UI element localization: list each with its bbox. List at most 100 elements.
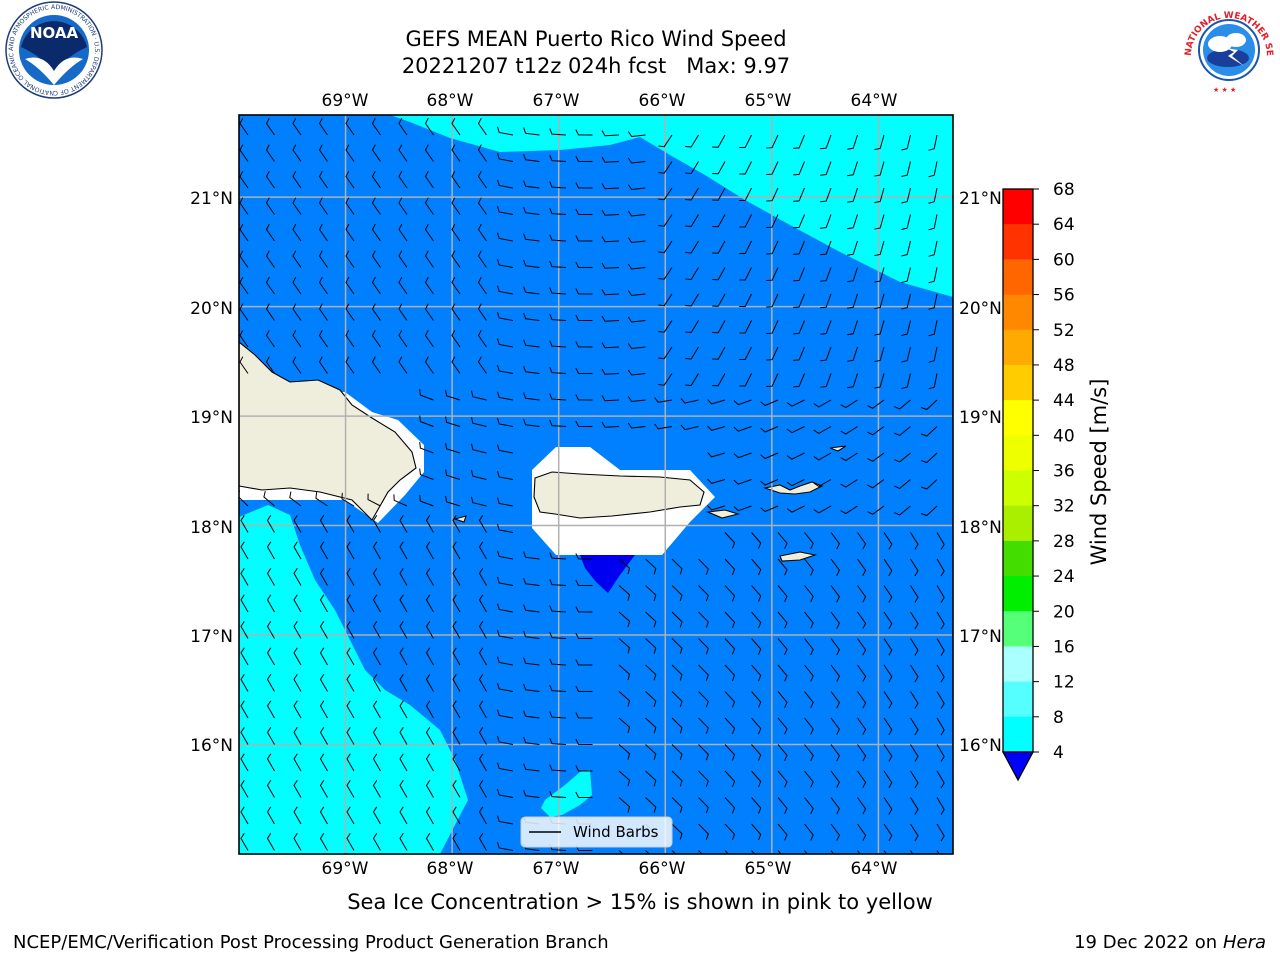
wind-barb — [820, 320, 832, 335]
wind-barb — [645, 638, 657, 654]
wind-barb — [549, 393, 567, 401]
wind-barb — [813, 452, 832, 461]
wind-barb — [712, 134, 726, 148]
wind-barb — [478, 727, 487, 745]
wind-barb — [497, 603, 514, 613]
wind-barb — [452, 568, 461, 586]
wind-barb — [345, 276, 355, 295]
wind-barb — [292, 250, 302, 268]
wind-barb — [346, 753, 355, 772]
wind-barb — [751, 664, 762, 682]
colorbar-cell — [1003, 294, 1033, 331]
colorbar-cell — [1003, 681, 1033, 718]
wind-barb — [266, 541, 275, 560]
wind-barb — [318, 276, 328, 295]
wind-barb — [452, 833, 461, 851]
wind-barb — [292, 303, 302, 321]
wind-barb — [751, 585, 762, 602]
wind-barb — [399, 753, 408, 772]
wind-barb — [425, 833, 434, 851]
wind-barb — [319, 833, 328, 851]
wind-barb — [265, 223, 275, 242]
wind-barb — [830, 638, 840, 656]
speed-field-8-12-northeast — [390, 115, 953, 297]
wind-barb — [751, 532, 762, 549]
wind-barb — [265, 197, 275, 215]
wind-barb — [724, 717, 736, 735]
wind-barb — [894, 505, 911, 516]
wind-barb — [733, 426, 752, 432]
wind-barb — [292, 276, 302, 295]
wind-barb — [399, 568, 408, 586]
wind-barb — [724, 611, 736, 629]
wind-barb — [265, 276, 275, 295]
wind-barb — [685, 346, 699, 360]
wind-barb — [497, 153, 514, 162]
wind-barb — [658, 187, 673, 201]
wind-barb — [867, 399, 885, 409]
wind-barb — [867, 505, 885, 515]
sea-ice-caption: Sea Ice Concentration > 15% is shown in … — [347, 890, 933, 914]
wind-barb — [857, 638, 867, 656]
wind-barb — [425, 780, 434, 798]
wind-barb — [523, 339, 540, 348]
wind-barb — [293, 700, 302, 719]
colorbar-tick-label: 68 — [1053, 180, 1075, 200]
wind-barb — [793, 240, 805, 255]
lat-label-right: 21°N — [959, 189, 1002, 209]
wind-barb — [497, 524, 514, 533]
wind-barb — [293, 833, 302, 851]
wind-barb — [451, 250, 461, 268]
wind-barb — [601, 183, 620, 190]
lon-label-top: 65°W — [745, 91, 792, 111]
wind-barb — [497, 815, 514, 825]
wind-barb — [265, 250, 275, 268]
land-puerto-rico — [533, 471, 705, 519]
wind-barb — [289, 491, 302, 507]
wind-barb — [292, 117, 302, 136]
footer-credit: NCEP/EMC/Verification Post Processing Pr… — [13, 932, 609, 953]
lon-label-bottom: 66°W — [639, 859, 686, 879]
wind-barb — [452, 647, 461, 666]
colorbar-cell — [1003, 224, 1033, 260]
colorbar-tick-label: 4 — [1053, 743, 1064, 763]
wind-barb — [399, 621, 408, 639]
colorbar-cell — [1003, 540, 1033, 577]
wind-barb — [857, 611, 867, 629]
legend: Wind Barbs — [520, 816, 673, 848]
wind-barb — [804, 691, 814, 709]
wind-barb — [523, 763, 540, 772]
lon-label-bottom: 69°W — [322, 859, 369, 879]
wind-barb — [371, 303, 381, 321]
wind-barb — [419, 468, 434, 480]
wind-barb — [239, 329, 249, 348]
wind-barb — [874, 373, 885, 389]
wind-barb — [671, 638, 683, 655]
wind-barb — [549, 313, 567, 321]
wind-barb — [372, 700, 381, 719]
wind-barb — [680, 424, 699, 431]
wind-barb — [733, 399, 752, 406]
wind-barb — [452, 700, 461, 719]
wind-barb — [445, 469, 461, 480]
wind-barb — [346, 727, 355, 745]
wind-barb — [345, 223, 355, 242]
wind-barb — [497, 709, 514, 719]
wind-barb — [658, 293, 673, 307]
wind-barb — [671, 797, 683, 814]
colorbar-tick-label: 48 — [1053, 356, 1075, 376]
wind-barb — [867, 452, 885, 462]
colorbar-cell — [1003, 329, 1033, 366]
wind-barb — [883, 585, 893, 603]
wind-barb — [549, 684, 567, 692]
wind-barb — [847, 187, 858, 203]
wind-barb — [549, 234, 567, 242]
colorbar-cell — [1003, 189, 1033, 225]
wind-barb — [399, 700, 408, 719]
wind-barb — [240, 700, 249, 719]
wind-barb — [627, 184, 646, 191]
wind-barb — [724, 532, 736, 549]
wind-barb — [372, 727, 381, 745]
wind-barb — [424, 276, 434, 295]
wind-barb — [793, 373, 805, 388]
